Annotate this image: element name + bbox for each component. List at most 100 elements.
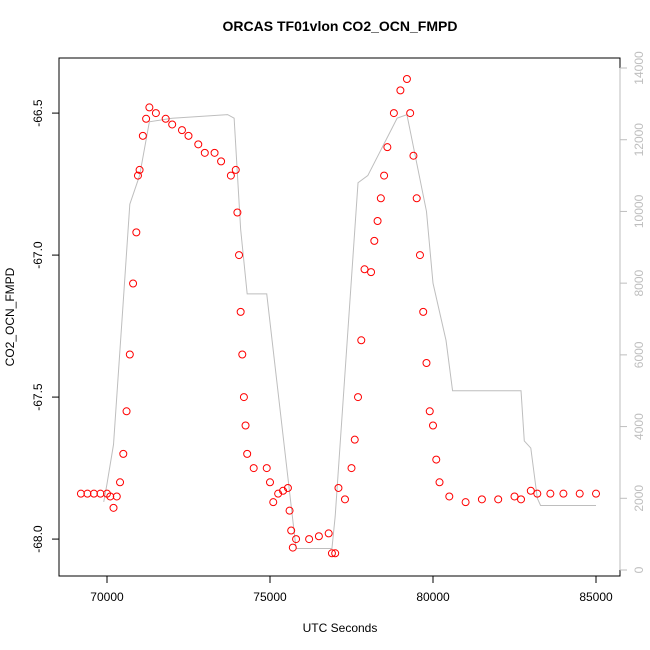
data-point xyxy=(419,307,428,316)
data-point xyxy=(83,489,92,498)
data-point xyxy=(477,495,486,504)
x-tick-label: 75000 xyxy=(253,590,287,604)
data-point xyxy=(116,478,125,487)
data-point xyxy=(243,449,252,458)
data-point xyxy=(445,492,454,501)
data-point xyxy=(370,236,379,245)
data-point xyxy=(168,120,177,129)
data-point xyxy=(194,140,203,149)
data-point xyxy=(517,495,526,504)
data-point xyxy=(142,114,151,123)
data-point xyxy=(324,529,333,538)
data-point xyxy=(269,498,278,507)
y2-tick-label: 14000 xyxy=(632,51,646,85)
data-point xyxy=(262,464,271,473)
data-point xyxy=(425,407,434,416)
x-tick-label: 70000 xyxy=(90,590,124,604)
data-point xyxy=(283,483,292,492)
data-point xyxy=(161,114,170,123)
data-point xyxy=(435,478,444,487)
data-point xyxy=(389,109,398,118)
data-point xyxy=(112,492,121,501)
data-point xyxy=(217,157,226,166)
data-point xyxy=(494,495,503,504)
data-point xyxy=(396,86,405,95)
data-point xyxy=(226,171,235,180)
data-point xyxy=(233,208,242,217)
data-point xyxy=(367,268,376,277)
data-point xyxy=(334,483,343,492)
y2-tick-label: 0 xyxy=(632,566,646,573)
y2-tick-label: 12000 xyxy=(632,123,646,157)
data-point xyxy=(133,171,142,180)
data-point xyxy=(151,109,160,118)
data-point xyxy=(119,449,128,458)
data-point xyxy=(109,503,118,512)
data-point xyxy=(236,307,245,316)
data-point xyxy=(265,478,274,487)
data-point xyxy=(376,194,385,203)
plot-frame xyxy=(58,57,621,577)
data-point xyxy=(510,492,519,501)
data-point xyxy=(145,103,154,112)
data-point xyxy=(331,549,340,558)
data-point xyxy=(383,143,392,152)
data-point xyxy=(402,75,411,84)
data-point xyxy=(200,148,209,157)
data-point xyxy=(422,359,431,368)
data-point xyxy=(305,535,314,544)
data-point xyxy=(249,464,258,473)
y2-tick-label: 4000 xyxy=(632,413,646,440)
data-point xyxy=(177,126,186,135)
data-point xyxy=(122,407,131,416)
data-point xyxy=(559,489,568,498)
data-point xyxy=(409,151,418,160)
data-point xyxy=(575,489,584,498)
data-point xyxy=(415,251,424,260)
data-point xyxy=(231,165,240,174)
y-tick-label: -68.0 xyxy=(31,525,45,553)
data-point xyxy=(526,486,535,495)
y-tick-label: -66.5 xyxy=(31,99,45,127)
y2-tick-label: 8000 xyxy=(632,269,646,296)
data-point xyxy=(135,165,144,174)
data-point xyxy=(89,489,98,498)
data-point xyxy=(340,495,349,504)
data-point xyxy=(380,171,389,180)
data-point xyxy=(461,498,470,507)
data-point xyxy=(132,228,141,237)
y2-tick-label: 10000 xyxy=(632,194,646,228)
data-point xyxy=(432,455,441,464)
data-point xyxy=(238,350,247,359)
data-point xyxy=(241,421,250,430)
y-tick-label: -67.0 xyxy=(31,241,45,269)
data-point xyxy=(546,489,555,498)
data-point xyxy=(288,543,297,552)
data-point xyxy=(285,506,294,515)
data-point xyxy=(210,148,219,157)
data-point xyxy=(314,532,323,541)
chart-title: ORCAS TF01vlon CO2_OCN_FMPD xyxy=(223,18,458,34)
y-axis-label: CO2_OCN_FMPD xyxy=(3,267,17,366)
data-point xyxy=(347,464,356,473)
data-point xyxy=(96,489,105,498)
y2-tick-label: 2000 xyxy=(632,485,646,512)
data-point xyxy=(354,393,363,402)
data-point xyxy=(360,265,369,274)
data-point xyxy=(327,549,336,558)
y2-tick-label: 6000 xyxy=(632,341,646,368)
data-point xyxy=(592,489,601,498)
data-point xyxy=(350,435,359,444)
data-point xyxy=(533,489,542,498)
data-point xyxy=(373,217,382,226)
data-point xyxy=(357,336,366,345)
data-point xyxy=(239,393,248,402)
data-point xyxy=(184,131,193,140)
data-point xyxy=(129,279,138,288)
data-point xyxy=(125,350,134,359)
data-point xyxy=(412,194,421,203)
data-line xyxy=(103,113,597,549)
x-tick-label: 80000 xyxy=(416,590,450,604)
data-point xyxy=(138,131,147,140)
data-point xyxy=(287,526,296,535)
